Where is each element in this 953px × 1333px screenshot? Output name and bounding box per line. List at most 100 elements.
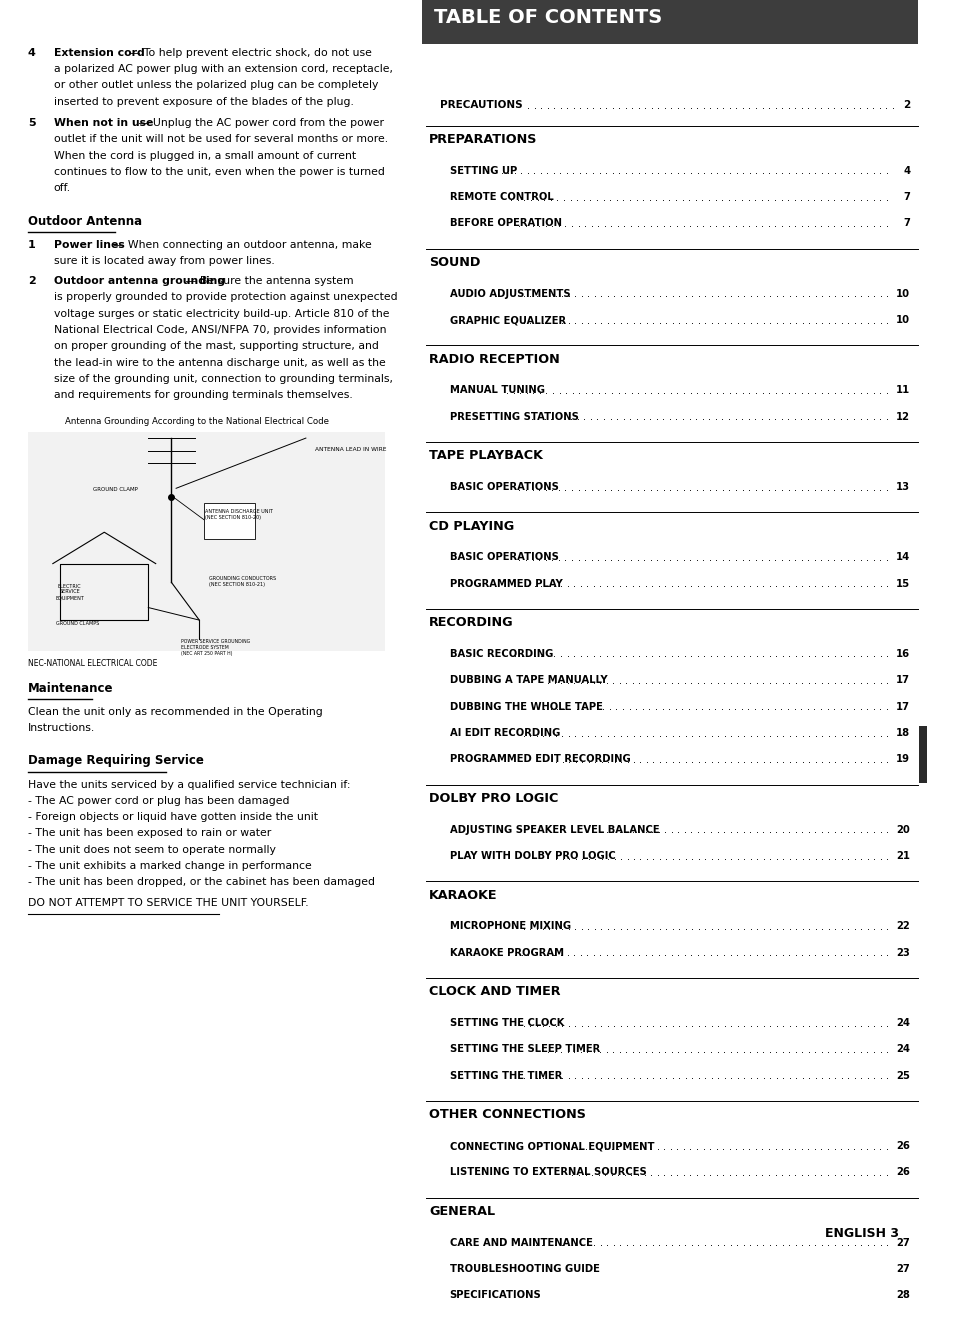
Text: 14: 14 — [895, 552, 909, 563]
Text: CONNECTING OPTIONAL EQUIPMENT: CONNECTING OPTIONAL EQUIPMENT — [449, 1141, 654, 1150]
Text: PRESETTING STATIONS: PRESETTING STATIONS — [449, 412, 578, 421]
Text: inserted to prevent exposure of the blades of the plug.: inserted to prevent exposure of the blad… — [53, 97, 354, 107]
Text: 13: 13 — [895, 483, 909, 492]
Text: SPECIFICATIONS: SPECIFICATIONS — [449, 1290, 540, 1301]
Text: 5: 5 — [28, 119, 35, 128]
Text: SETTING THE TIMER: SETTING THE TIMER — [449, 1070, 561, 1081]
Text: ELECTRIC
SERVICE
EQUIPMENT: ELECTRIC SERVICE EQUIPMENT — [55, 584, 84, 600]
Text: REMOTE CONTROL: REMOTE CONTROL — [449, 192, 553, 203]
Text: AI EDIT RECORDING: AI EDIT RECORDING — [449, 728, 559, 738]
Text: SOUND: SOUND — [429, 256, 480, 269]
Text: LISTENING TO EXTERNAL SOURCES: LISTENING TO EXTERNAL SOURCES — [449, 1168, 645, 1177]
Text: GROUND CLAMPS: GROUND CLAMPS — [55, 621, 99, 627]
Text: RECORDING: RECORDING — [429, 616, 514, 629]
Text: KARAOKE PROGRAM: KARAOKE PROGRAM — [449, 948, 563, 957]
Text: 27: 27 — [896, 1237, 909, 1248]
Text: 4: 4 — [28, 48, 35, 57]
Text: Clean the unit only as recommended in the Operating: Clean the unit only as recommended in th… — [28, 706, 322, 717]
Text: Outdoor antenna grounding: Outdoor antenna grounding — [53, 276, 225, 287]
Text: SETTING THE SLEEP TIMER: SETTING THE SLEEP TIMER — [449, 1044, 599, 1054]
Text: 23: 23 — [896, 948, 909, 957]
Text: 21: 21 — [895, 850, 909, 861]
Text: GRAPHIC EQUALIZER: GRAPHIC EQUALIZER — [449, 315, 565, 325]
Text: CD PLAYING: CD PLAYING — [429, 520, 514, 533]
Text: 26: 26 — [896, 1141, 909, 1150]
Text: TAPE PLAYBACK: TAPE PLAYBACK — [429, 449, 542, 463]
Text: DUBBING A TAPE MANUALLY: DUBBING A TAPE MANUALLY — [449, 676, 606, 685]
Text: 4: 4 — [902, 165, 909, 176]
Text: TROUBLESHOOTING GUIDE: TROUBLESHOOTING GUIDE — [449, 1264, 598, 1274]
Text: 28: 28 — [896, 1290, 909, 1301]
Text: continues to flow to the unit, even when the power is turned: continues to flow to the unit, even when… — [53, 167, 384, 177]
Text: 17: 17 — [895, 676, 909, 685]
FancyBboxPatch shape — [421, 0, 917, 44]
Text: En: En — [934, 745, 953, 764]
Text: SETTING THE CLOCK: SETTING THE CLOCK — [449, 1018, 563, 1028]
Text: 20: 20 — [896, 825, 909, 834]
Text: DO NOT ATTEMPT TO SERVICE THE UNIT YOURSELF.: DO NOT ATTEMPT TO SERVICE THE UNIT YOURS… — [28, 897, 308, 908]
Text: sure it is located away from power lines.: sure it is located away from power lines… — [53, 256, 274, 267]
Text: BASIC OPERATIONS: BASIC OPERATIONS — [449, 483, 558, 492]
Text: and requirements for grounding terminals themselves.: and requirements for grounding terminals… — [53, 391, 353, 400]
Text: When not in use: When not in use — [53, 119, 153, 128]
Text: TABLE OF CONTENTS: TABLE OF CONTENTS — [434, 8, 661, 27]
Text: 25: 25 — [896, 1070, 909, 1081]
Text: off.: off. — [53, 183, 71, 193]
Text: 22: 22 — [896, 921, 909, 932]
Text: CLOCK AND TIMER: CLOCK AND TIMER — [429, 985, 560, 998]
Text: Antenna Grounding According to the National Electrical Code: Antenna Grounding According to the Natio… — [65, 417, 329, 425]
Text: 7: 7 — [902, 192, 909, 203]
Text: or other outlet unless the polarized plug can be completely: or other outlet unless the polarized plu… — [53, 80, 377, 91]
Text: - The unit exhibits a marked change in performance: - The unit exhibits a marked change in p… — [28, 861, 312, 870]
Text: SETTING UP: SETTING UP — [449, 165, 517, 176]
Text: a polarized AC power plug with an extension cord, receptacle,: a polarized AC power plug with an extens… — [53, 64, 393, 75]
Text: — Be sure the antenna system: — Be sure the antenna system — [181, 276, 353, 287]
Text: KARAOKE: KARAOKE — [429, 889, 497, 901]
Text: ADJUSTING SPEAKER LEVEL BALANCE: ADJUSTING SPEAKER LEVEL BALANCE — [449, 825, 659, 834]
Text: CARE AND MAINTENANCE: CARE AND MAINTENANCE — [449, 1237, 592, 1248]
Text: 17: 17 — [895, 701, 909, 712]
Text: Have the units serviced by a qualified service technician if:: Have the units serviced by a qualified s… — [28, 780, 350, 789]
Text: 15: 15 — [895, 579, 909, 589]
Text: Extension cord: Extension cord — [53, 48, 144, 57]
FancyBboxPatch shape — [204, 504, 254, 539]
Text: OTHER CONNECTIONS: OTHER CONNECTIONS — [429, 1109, 585, 1121]
Text: - The unit does not seem to operate normally: - The unit does not seem to operate norm… — [28, 845, 275, 854]
Text: - The unit has been exposed to rain or water: - The unit has been exposed to rain or w… — [28, 829, 271, 838]
Text: BEFORE OPERATION: BEFORE OPERATION — [449, 219, 561, 228]
Text: BASIC OPERATIONS: BASIC OPERATIONS — [449, 552, 558, 563]
Text: Power lines: Power lines — [53, 240, 125, 249]
Text: on proper grounding of the mast, supporting structure, and: on proper grounding of the mast, support… — [53, 341, 378, 352]
Text: - Foreign objects or liquid have gotten inside the unit: - Foreign objects or liquid have gotten … — [28, 812, 317, 822]
Text: 18: 18 — [895, 728, 909, 738]
Text: - The unit has been dropped, or the cabinet has been damaged: - The unit has been dropped, or the cabi… — [28, 877, 375, 888]
Text: PROGRAMMED EDIT RECORDING: PROGRAMMED EDIT RECORDING — [449, 754, 630, 764]
Text: 27: 27 — [896, 1264, 909, 1274]
Text: DOLBY PRO LOGIC: DOLBY PRO LOGIC — [429, 792, 558, 805]
Text: PRECAUTIONS: PRECAUTIONS — [440, 100, 522, 111]
Text: ANTENNA DISCHARGE UNIT
(NEC SECTION 810-20): ANTENNA DISCHARGE UNIT (NEC SECTION 810-… — [205, 509, 273, 520]
Text: — Unplug the AC power cord from the power: — Unplug the AC power cord from the powe… — [135, 119, 384, 128]
Text: 2: 2 — [28, 276, 35, 287]
FancyBboxPatch shape — [28, 432, 384, 652]
Text: Maintenance: Maintenance — [28, 681, 113, 694]
FancyBboxPatch shape — [919, 725, 953, 784]
Text: size of the grounding unit, connection to grounding terminals,: size of the grounding unit, connection t… — [53, 375, 393, 384]
Text: PLAY WITH DOLBY PRO LOGIC: PLAY WITH DOLBY PRO LOGIC — [449, 850, 615, 861]
Text: Instructions.: Instructions. — [28, 722, 95, 733]
Text: — When connecting an outdoor antenna, make: — When connecting an outdoor antenna, ma… — [111, 240, 372, 249]
Text: 12: 12 — [895, 412, 909, 421]
Text: 19: 19 — [895, 754, 909, 764]
Text: 1: 1 — [28, 240, 35, 249]
Text: the lead-in wire to the antenna discharge unit, as well as the: the lead-in wire to the antenna discharg… — [53, 357, 385, 368]
Text: 7: 7 — [902, 219, 909, 228]
Text: - The AC power cord or plug has been damaged: - The AC power cord or plug has been dam… — [28, 796, 289, 806]
Text: voltage surges or static electricity build-up. Article 810 of the: voltage surges or static electricity bui… — [53, 309, 389, 319]
Text: GROUNDING CONDUCTORS
(NEC SECTION 810-21): GROUNDING CONDUCTORS (NEC SECTION 810-21… — [209, 576, 275, 587]
Text: POWER SERVICE GROUNDING
ELECTRODE SYSTEM
(NEC ART 250 PART H): POWER SERVICE GROUNDING ELECTRODE SYSTEM… — [180, 639, 250, 656]
Text: 2: 2 — [902, 100, 909, 111]
Text: GENERAL: GENERAL — [429, 1205, 495, 1218]
Text: MICROPHONE MIXING: MICROPHONE MIXING — [449, 921, 570, 932]
Text: 26: 26 — [896, 1168, 909, 1177]
Text: outlet if the unit will not be used for several months or more.: outlet if the unit will not be used for … — [53, 135, 388, 144]
